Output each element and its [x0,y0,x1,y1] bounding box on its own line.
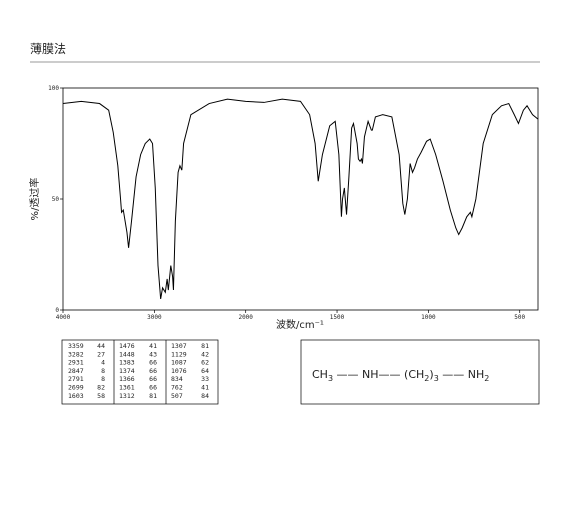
peak-intensity: 81 [201,342,209,350]
formula-part: CH [312,368,328,381]
peak-intensity: 44 [97,342,105,350]
y-tick-label: 100 [48,85,59,92]
formula-sub: 3 [328,374,333,383]
peak-wavenumber: 2699 [68,384,84,392]
peak-intensity: 66 [149,384,157,392]
peak-wavenumber: 1087 [171,359,187,367]
peak-intensity: 66 [149,367,157,375]
peak-wavenumber: 1476 [119,342,135,350]
peak-table: 3359 44 1476 41 1307 81 3282 27 1448 43 1129 42 2931… [61,339,219,405]
formula-bond: —— [333,368,362,381]
peak-wavenumber: 2791 [68,375,84,383]
x-tick-label: 1000 [421,314,436,321]
peak-intensity: 66 [149,359,157,367]
peak-wavenumber: 2847 [68,367,84,375]
peak-wavenumber: 1361 [119,384,135,392]
peak-wavenumber: 3359 [68,342,84,350]
x-tick-label: 2000 [238,314,253,321]
peak-intensity: 81 [149,392,157,400]
peak-wavenumber: 1374 [119,367,135,375]
x-tick-label: 500 [514,314,525,321]
table-frame [61,339,219,405]
formula-part: ) [429,368,433,381]
x-axis-label: 波数/cm⁻¹ [276,318,324,331]
peak-wavenumber: 1448 [119,350,135,358]
y-axis-label: %/透过率 [28,178,41,221]
peak-intensity: 64 [201,367,209,375]
structure-box [300,339,540,405]
peak-wavenumber: 1307 [171,342,187,350]
peak-intensity: 4 [101,359,105,367]
peak-wavenumber: 3282 [68,350,84,358]
formula-sub: 3 [434,374,439,383]
peak-wavenumber: 507 [171,392,183,400]
peak-intensity: 58 [97,392,105,400]
peak-wavenumber: 1603 [68,392,84,400]
formula-sub: 2 [424,374,429,383]
formula-bond: —— [379,368,405,381]
peak-intensity: 82 [97,384,105,392]
peak-intensity: 8 [101,367,105,375]
y-tick-label: 50 [52,196,60,203]
formula-bond: —— [439,368,468,381]
formula-part: NH [468,368,485,381]
formula-part: NH [362,368,379,381]
page-title: 薄膜法 [30,41,66,56]
peak-intensity: 66 [149,375,157,383]
peak-wavenumber: 1366 [119,375,135,383]
peak-intensity: 41 [149,342,157,350]
peak-wavenumber: 2931 [68,359,84,367]
y-tick-label: 0 [55,307,59,314]
peak-wavenumber: 834 [171,375,183,383]
peak-intensity: 43 [149,350,157,358]
peak-intensity: 62 [201,359,209,367]
peak-intensity: 8 [101,375,105,383]
peak-wavenumber: 1129 [171,350,187,358]
x-tick-label: 1500 [330,314,345,321]
peak-wavenumber: 762 [171,384,183,392]
formula-part: CH [408,368,424,381]
formula-sub: 2 [484,374,489,383]
spectrum-line [62,98,539,299]
peak-wavenumber: 1383 [119,359,135,367]
structure-formula: CH3 —— NH—— (CH2)3 —— NH2 [312,368,489,383]
x-tick-label: 3000 [147,314,162,321]
x-tick-label: 4000 [56,314,71,321]
peak-intensity: 33 [201,375,209,383]
peak-intensity: 27 [97,350,105,358]
peak-intensity: 84 [201,392,209,400]
formula-part: ( [404,368,408,381]
peak-intensity: 41 [201,384,209,392]
peak-wavenumber: 1312 [119,392,135,400]
peak-wavenumber: 1076 [171,367,187,375]
peak-intensity: 42 [201,350,209,358]
